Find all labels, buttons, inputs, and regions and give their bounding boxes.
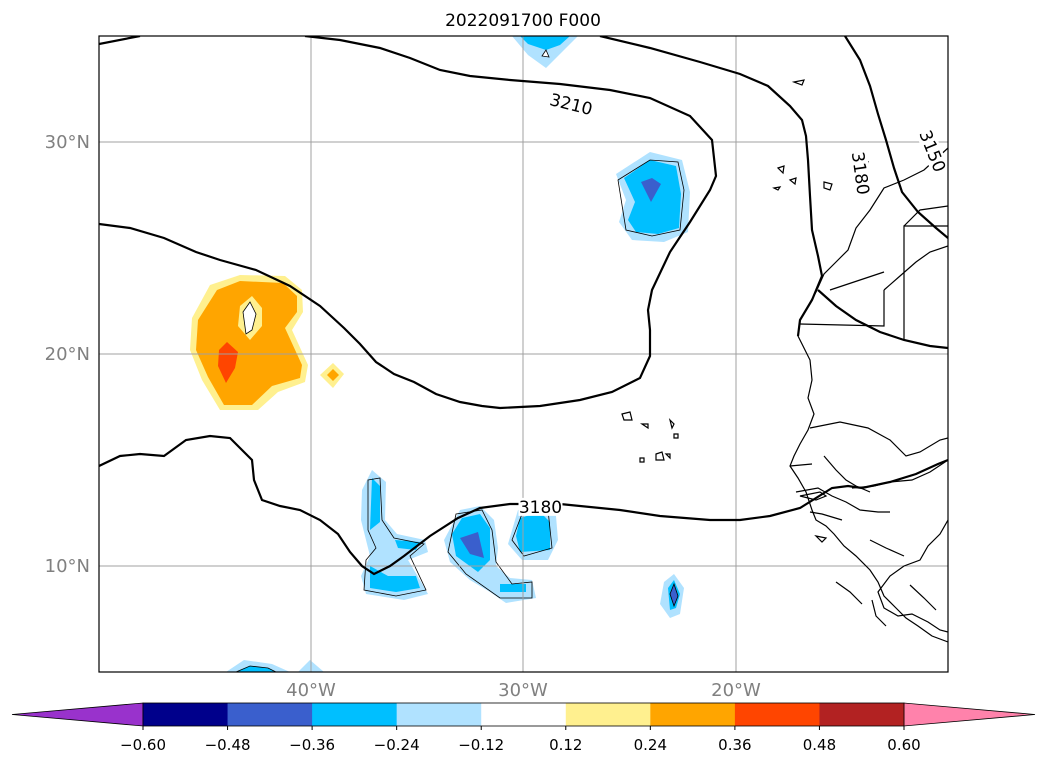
contour-label-group: 3180 — [518, 497, 563, 518]
colorbar-segment — [481, 703, 567, 726]
colorbar-extend-low — [11, 702, 144, 727]
colorbar-tick-label: −0.36 — [289, 736, 335, 754]
contour-label-bg — [848, 150, 873, 197]
colorbar-tick-label: −0.24 — [374, 736, 420, 754]
figure-title: 2022091700 F000 — [445, 11, 601, 31]
lon-label-30w: 30°W — [498, 680, 548, 701]
colorbar-segment — [650, 703, 736, 726]
colorbar-segment — [396, 703, 482, 726]
colorbar-tick-label: 0.36 — [718, 736, 751, 754]
colorbar-segment — [312, 703, 398, 726]
latitude-labels: 10°N 20°N 30°N — [45, 132, 90, 577]
colorbar-tick-labels: −0.60 −0.48 −0.36 −0.24 −0.12 0.12 0.24 0.36 0.4… — [120, 726, 921, 754]
colorbar-extend-high — [903, 702, 1036, 727]
colorbar-tick-label: −0.48 — [205, 736, 251, 754]
contour-label-bg — [547, 90, 595, 119]
colorbar-tick-label: 0.60 — [887, 736, 920, 754]
colorbar — [11, 702, 1036, 727]
lat-label-30: 30°N — [45, 132, 90, 153]
lat-label-10: 10°N — [45, 556, 90, 577]
coastlines — [789, 147, 948, 643]
lat-label-20: 20°N — [45, 344, 90, 365]
lon-label-20w: 20°W — [711, 680, 761, 701]
longitude-labels: 40°W 30°W 20°W — [286, 680, 761, 701]
colorbar-tick-label: 0.24 — [634, 736, 667, 754]
colorbar-segment — [819, 703, 905, 726]
contour-label-bg — [518, 497, 563, 516]
colorbar-segment — [734, 703, 820, 726]
positive-anomaly-region — [190, 275, 344, 410]
colorbar-segment — [227, 703, 313, 726]
contour-label-bg — [916, 127, 948, 175]
height-contours — [99, 36, 948, 576]
colorbar-frame — [142, 702, 905, 727]
lon-label-40w: 40°W — [286, 680, 336, 701]
islands — [621, 79, 869, 543]
colorbar-tick-label: 0.48 — [803, 736, 836, 754]
colorbar-tick-label: 0.12 — [549, 736, 582, 754]
colorbar-tick-label: −0.12 — [458, 736, 504, 754]
colorbar-tick-label: −0.60 — [120, 736, 166, 754]
map-frame — [98, 35, 949, 673]
colorbar-segment — [565, 703, 651, 726]
colorbar-segment — [143, 703, 229, 726]
contour-label: 3180 — [519, 498, 562, 518]
